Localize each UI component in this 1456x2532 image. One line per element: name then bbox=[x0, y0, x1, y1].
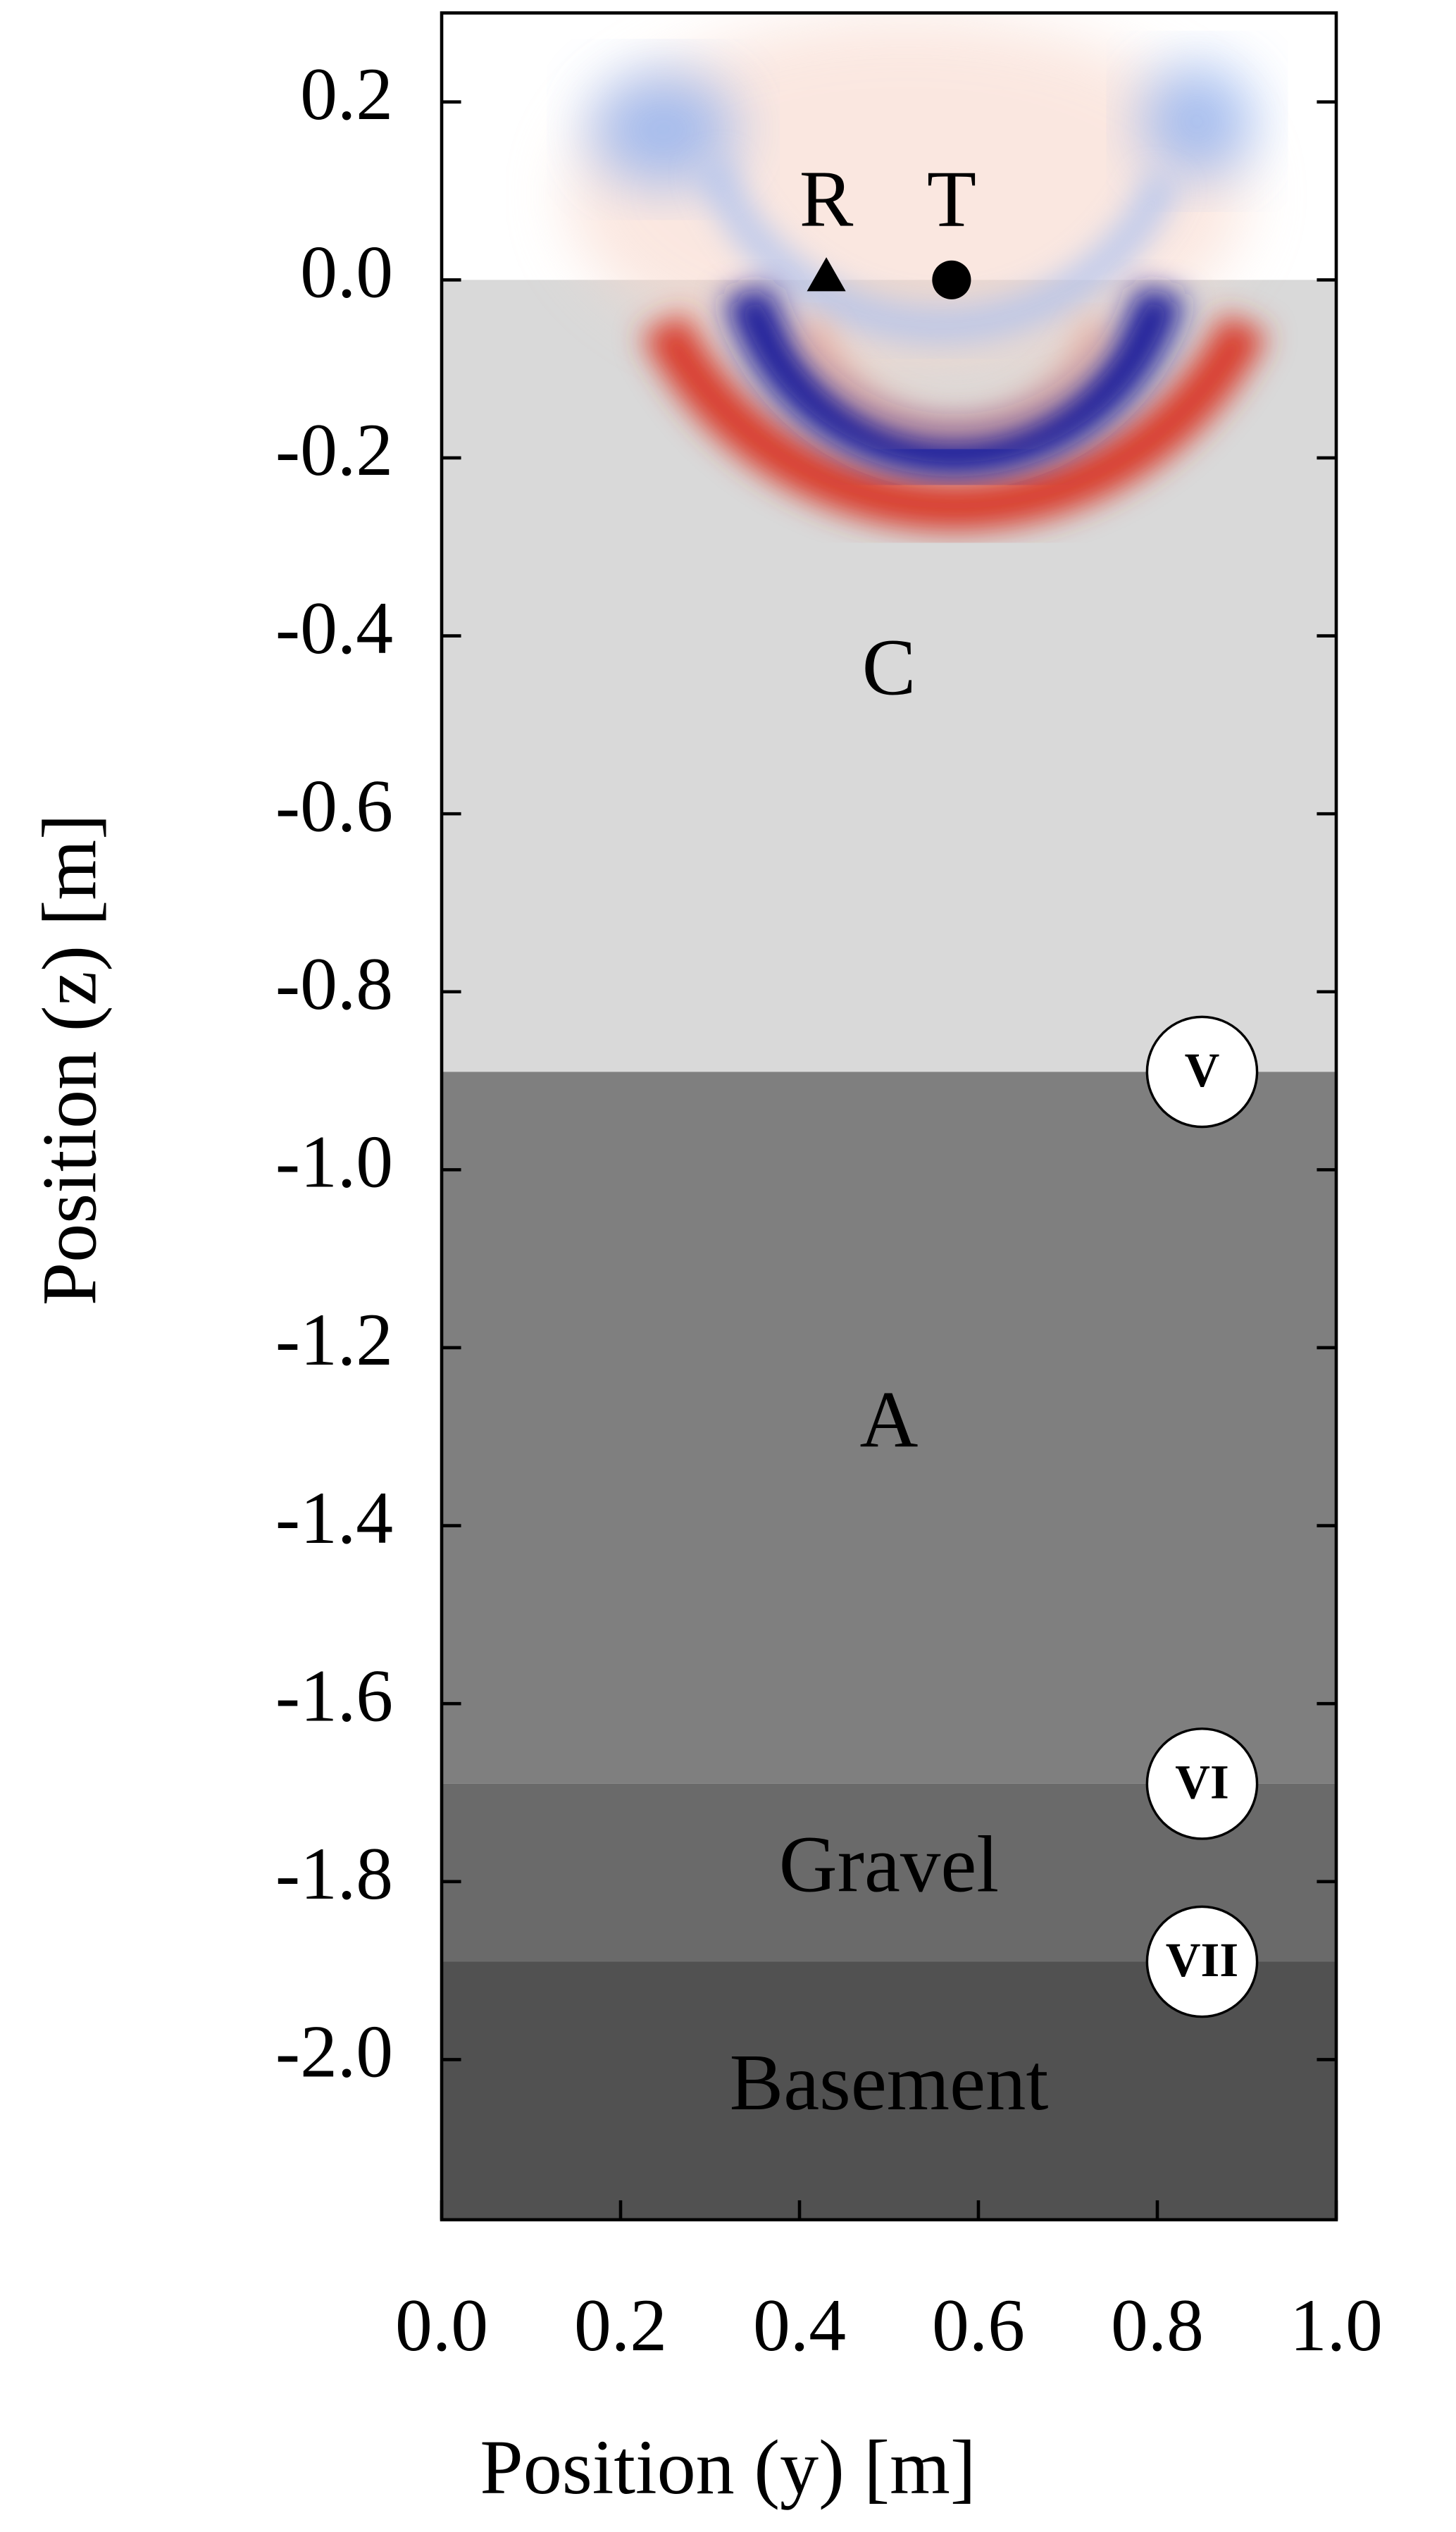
wave-arc bbox=[795, 318, 1114, 443]
y-tick-label: -1.4 bbox=[275, 1477, 393, 1559]
receiver-marker bbox=[807, 257, 846, 292]
transmitter-marker bbox=[932, 260, 971, 299]
wave-lobe bbox=[1140, 64, 1254, 178]
plot-frame bbox=[440, 11, 1338, 2222]
x-tick-label: 1.0 bbox=[1290, 2284, 1383, 2366]
layer-label: A bbox=[860, 1374, 919, 1464]
layer-label: Gravel bbox=[779, 1820, 999, 1909]
y-tick-label: 0.2 bbox=[300, 53, 393, 135]
receiver-label: R bbox=[799, 154, 854, 243]
layer bbox=[442, 1072, 1336, 1784]
y-tick-label: -1.8 bbox=[275, 1832, 393, 1915]
y-tick-label: -1.0 bbox=[275, 1121, 393, 1203]
y-tick-label: -2.0 bbox=[275, 2011, 393, 2093]
wave-arc bbox=[695, 156, 1181, 344]
y-tick-label: -0.6 bbox=[275, 764, 393, 847]
y-tick-label: -1.2 bbox=[275, 1298, 393, 1381]
boundary-marker bbox=[1145, 1905, 1259, 2018]
y-tick-label: -0.4 bbox=[275, 587, 393, 669]
x-tick-label: 0.0 bbox=[395, 2284, 488, 2366]
y-tick-label: -0.8 bbox=[275, 943, 393, 1025]
y-tick-label: 0.0 bbox=[300, 231, 393, 314]
y-tick-label: -0.2 bbox=[275, 409, 393, 491]
boundary-marker bbox=[1145, 1727, 1259, 1840]
boundary-label: VII bbox=[1166, 1933, 1238, 1987]
layer-label: Basement bbox=[730, 2037, 1049, 2127]
wave-arc bbox=[723, 285, 1186, 477]
x-axis-title: Position (y) [m] bbox=[480, 2424, 976, 2510]
boundary-label: V bbox=[1185, 1043, 1220, 1097]
boundary-marker bbox=[1145, 1015, 1259, 1129]
y-axis-title: Position (z) [m] bbox=[27, 814, 113, 1305]
transmitter-label: T bbox=[927, 154, 976, 243]
y-tick-label: -1.6 bbox=[275, 1654, 393, 1737]
x-tick-label: 0.8 bbox=[1111, 2284, 1204, 2366]
x-tick-label: 0.2 bbox=[574, 2284, 667, 2366]
boundary-label: VI bbox=[1175, 1755, 1229, 1808]
x-tick-label: 0.4 bbox=[753, 2284, 846, 2366]
wave-lobe bbox=[590, 73, 736, 187]
x-tick-label: 0.6 bbox=[932, 2284, 1025, 2366]
layer-label: C bbox=[862, 623, 916, 712]
wavefield bbox=[566, 15, 1268, 530]
wave-arc bbox=[641, 313, 1268, 530]
